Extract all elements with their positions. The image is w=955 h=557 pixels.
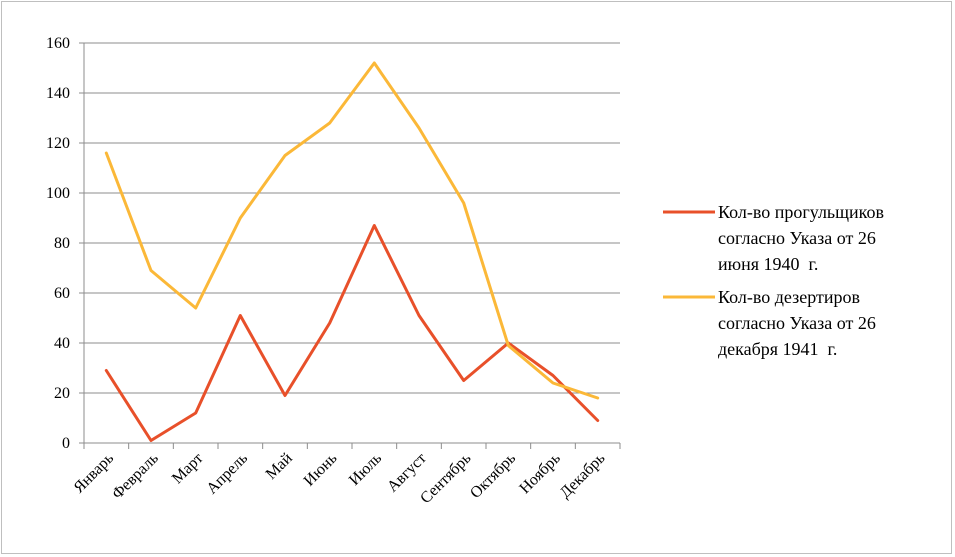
x-tick-label: Апрель xyxy=(203,450,251,498)
series-line-1 xyxy=(104,224,600,442)
x-tick-label: Май xyxy=(263,449,296,482)
y-tick-label: 0 xyxy=(62,435,70,452)
legend-label: Кол-во дезертиров xyxy=(718,287,860,307)
legend-label: июня 1940 г. xyxy=(718,254,818,274)
y-tick-label: 140 xyxy=(46,85,70,102)
x-tick-label: Февраль xyxy=(109,450,162,503)
legend-label: согласно Указа от 26 xyxy=(718,313,876,333)
gridlines xyxy=(84,42,620,394)
y-axis: 0 20 40 60 80 100 120 140 160 xyxy=(46,35,85,452)
y-tick-label: 100 xyxy=(46,185,70,202)
x-tick-label: Декабрь xyxy=(557,450,609,502)
y-tick-label: 160 xyxy=(46,35,70,52)
legend-label: декабря 1941 г. xyxy=(718,339,837,359)
legend-label: Кол-во прогульщиков xyxy=(718,202,884,222)
y-tick-label: 60 xyxy=(54,285,70,302)
y-tick-label: 20 xyxy=(54,385,70,402)
series-lines xyxy=(104,61,600,442)
x-tick-label: Март xyxy=(169,450,207,488)
y-tick-label: 80 xyxy=(54,235,70,252)
legend-label: согласно Указа от 26 xyxy=(718,228,876,248)
legend: Кол-во прогульщиков согласно Указа от 26 и… xyxy=(663,202,884,359)
y-tick-label: 40 xyxy=(54,335,70,352)
series-line-2 xyxy=(104,61,600,400)
x-tick-label: Июнь xyxy=(301,450,341,490)
y-tick-label: 120 xyxy=(46,135,70,152)
x-tick-label: Июль xyxy=(346,450,385,489)
x-tick-label: Октябрь xyxy=(467,450,519,502)
